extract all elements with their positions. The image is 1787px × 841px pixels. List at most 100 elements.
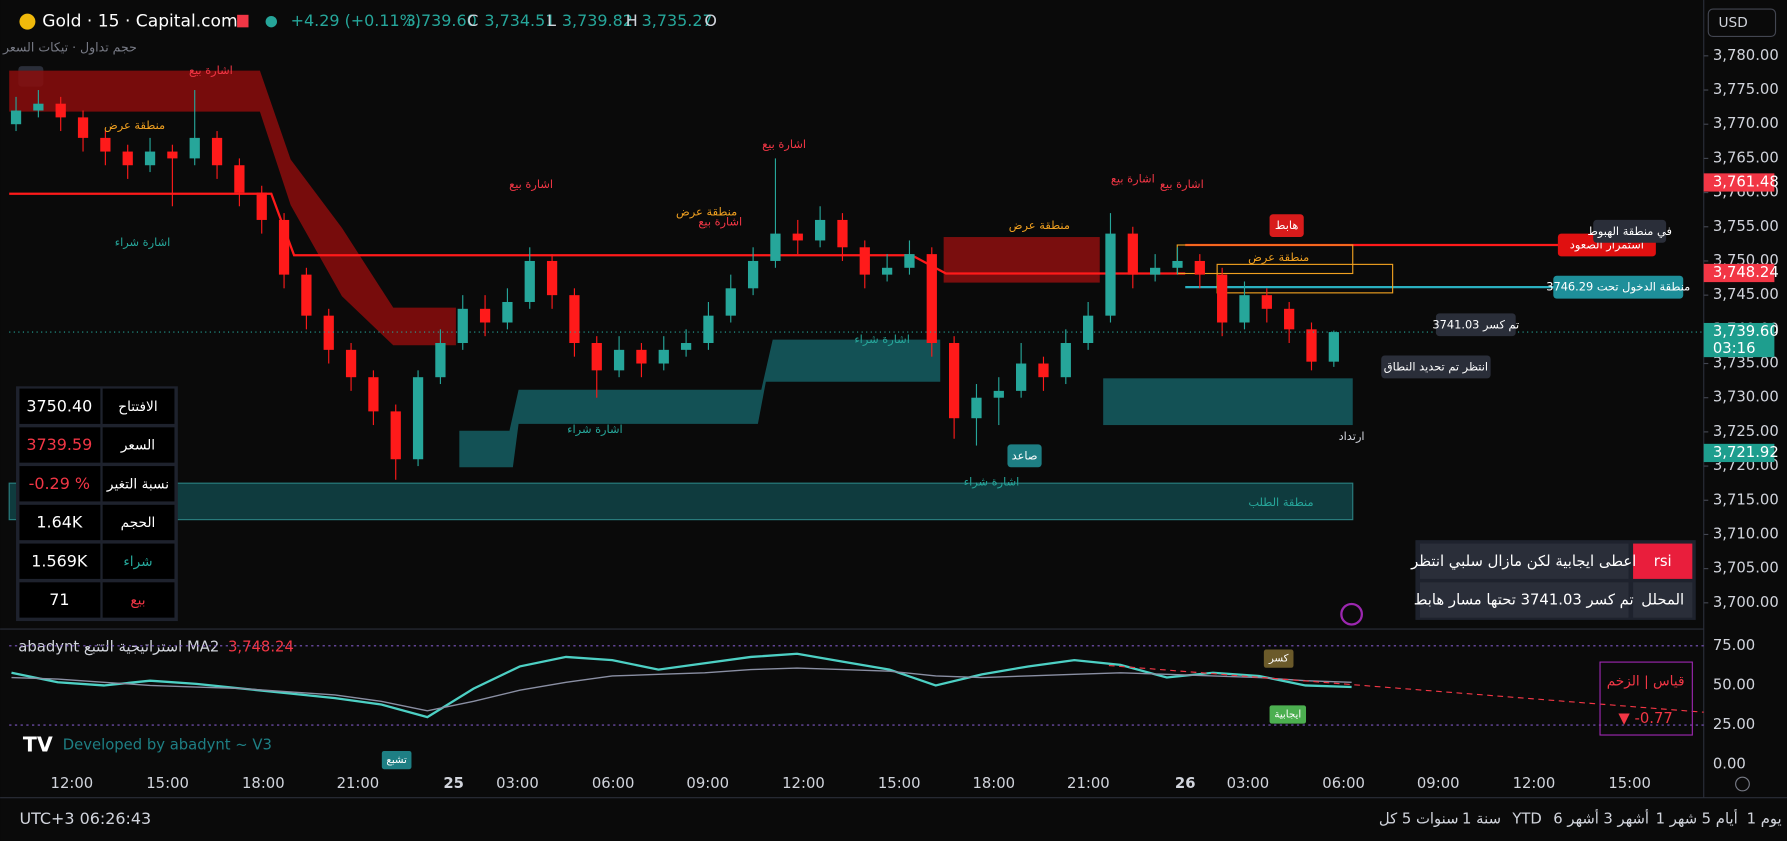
low: 3,734.51 xyxy=(484,11,555,30)
candle-body xyxy=(1261,295,1272,309)
annotation: اشارة بيع xyxy=(698,215,742,230)
x-tick-label: 15:00 xyxy=(1608,775,1651,792)
label-cell xyxy=(102,388,175,424)
range-button[interactable]: YTD xyxy=(1511,810,1541,827)
annotation: اشارة شراء xyxy=(854,332,910,347)
y-tick-label: 0.00 xyxy=(1713,756,1746,773)
info-table xyxy=(16,386,178,622)
candle-body xyxy=(591,343,602,371)
annotation: اشارة شراء xyxy=(115,235,171,250)
callout-text: صاعد xyxy=(1012,448,1038,462)
x-tick-label: 12:00 xyxy=(1513,775,1556,792)
callout-box xyxy=(1553,275,1684,299)
candle-body xyxy=(211,137,223,166)
high-tag: H xyxy=(626,11,638,30)
range-button[interactable]: 5 أيام xyxy=(1702,808,1738,827)
candle-body xyxy=(792,233,803,241)
annotation: اشارة شراء xyxy=(567,422,623,437)
range-button[interactable]: 5 سنوات xyxy=(1402,810,1459,827)
candle-body xyxy=(301,274,312,316)
candle-body xyxy=(256,192,267,220)
info-value: 3739.59 xyxy=(26,435,92,454)
range-button[interactable]: 1 سنة xyxy=(1462,810,1501,827)
indicator-label-box xyxy=(1269,705,1307,724)
range-button[interactable]: 1 شهر xyxy=(1656,810,1698,827)
candle-body xyxy=(904,254,915,268)
candle-body xyxy=(971,397,982,419)
price-badge-label: 3,721.92 xyxy=(1713,444,1779,461)
x-tick-label: 25 xyxy=(443,775,464,792)
x-tick-label: 15:00 xyxy=(878,775,921,792)
projection-line xyxy=(1108,664,1704,713)
momentum-box xyxy=(1599,661,1693,736)
supply-zone xyxy=(943,237,1100,283)
x-tick-label: 18:00 xyxy=(242,775,285,792)
analysis-text: اعطى ايجابية لكن مازال سلبي انتظر xyxy=(1410,553,1636,570)
candle-body xyxy=(479,308,491,323)
candle-body xyxy=(412,377,424,460)
currency[interactable]: USD xyxy=(1719,15,1748,31)
y-tick-label: 50.00 xyxy=(1713,676,1755,693)
lightning-icon[interactable] xyxy=(1340,602,1364,626)
label-cell xyxy=(102,582,175,618)
range-button[interactable]: 1 يوم xyxy=(1747,810,1782,827)
indicator-label: تشبع xyxy=(386,754,407,766)
x-tick-label: 03:00 xyxy=(496,775,539,792)
market-status xyxy=(265,15,277,28)
close: 3,739.60 xyxy=(406,11,477,30)
label-cell xyxy=(102,427,175,463)
price-badge xyxy=(1703,263,1775,283)
candle-body xyxy=(636,349,647,364)
trend-line xyxy=(9,192,1186,275)
annotation: اشارة بيع xyxy=(189,63,233,78)
price-badge xyxy=(1703,443,1775,463)
candle-body xyxy=(1239,295,1250,323)
indicator-title: abadynt استراتيجية التتبع MA2 xyxy=(18,638,219,655)
y-tick-label: 3,770.00 xyxy=(1713,115,1779,132)
analysis-text: تم كسر 3741.03 تحتها مسار هابط xyxy=(1414,592,1634,609)
candle-body xyxy=(1105,233,1116,316)
analysis-head xyxy=(1633,543,1693,579)
y-tick-label: 3,715.00 xyxy=(1713,491,1779,508)
indicator-value: 3,748.24 xyxy=(228,638,294,655)
candle-body xyxy=(1217,274,1228,323)
range-button[interactable]: كل xyxy=(1379,810,1398,827)
range-button[interactable]: 6 أشهر xyxy=(1553,808,1599,827)
indicator-label: ايجابية xyxy=(1274,709,1301,721)
open: 3,735.27 xyxy=(642,11,713,30)
label-cell xyxy=(102,543,175,579)
info-label: نسبة التغير xyxy=(106,476,169,492)
candle-body xyxy=(770,233,781,261)
y-tick-label: 3,705.00 xyxy=(1713,560,1779,577)
symbol[interactable]: Gold · 15 · Capital.com xyxy=(42,12,237,32)
candle-body xyxy=(189,137,200,159)
x-tick-label: 06:00 xyxy=(1322,775,1365,792)
change: +4.29 (+0.11%) xyxy=(291,11,421,30)
price-badge-label: 3,739.60 xyxy=(1713,323,1779,340)
candle-body xyxy=(144,151,156,166)
range-button[interactable]: 3 أشهر xyxy=(1603,808,1649,827)
value-cell xyxy=(19,427,101,463)
info-value: 3750.40 xyxy=(26,396,92,415)
callout-text: هابط xyxy=(1275,218,1298,232)
y-tick-label: 3,780.00 xyxy=(1713,47,1779,64)
settings-icon[interactable] xyxy=(1735,776,1750,792)
candle-body xyxy=(1328,332,1339,362)
callout-box xyxy=(1435,313,1516,337)
candle-body xyxy=(1083,315,1094,344)
candle-body xyxy=(390,411,401,460)
label-cell xyxy=(102,466,175,502)
value-cell xyxy=(19,466,101,502)
subtitle: حجم تداول · تيكات السعر xyxy=(2,39,137,55)
indicator-label: كسر xyxy=(1268,653,1289,665)
candle-body xyxy=(1060,343,1071,378)
y-tick-label: 3,730.00 xyxy=(1713,389,1779,406)
candle-body xyxy=(55,103,66,118)
callout-box xyxy=(1007,444,1042,468)
momentum-value: ▼ -0.77 xyxy=(1618,710,1672,727)
currency-button[interactable] xyxy=(1707,8,1777,38)
y-tick-label: 25.00 xyxy=(1713,716,1755,733)
candle-body xyxy=(837,219,848,248)
